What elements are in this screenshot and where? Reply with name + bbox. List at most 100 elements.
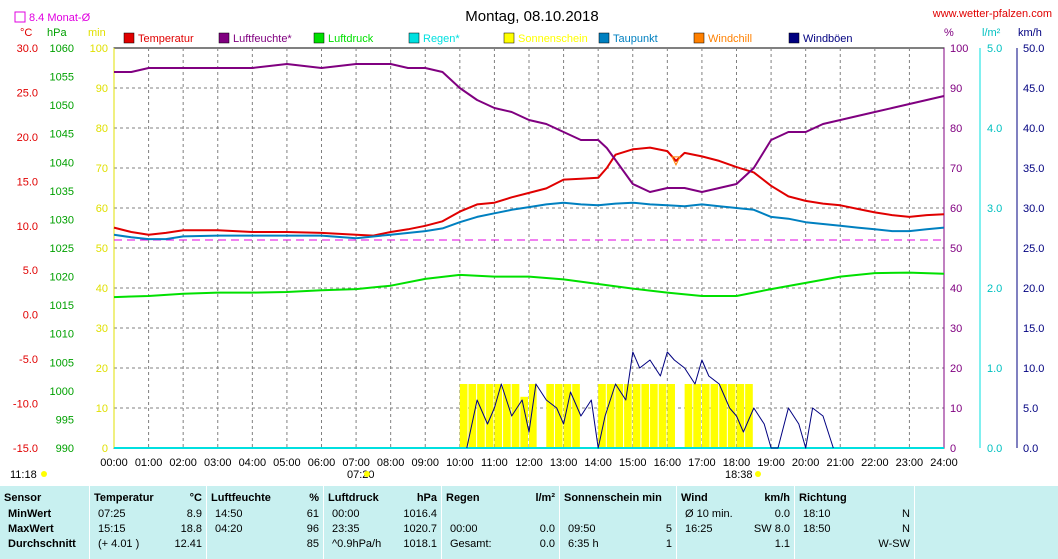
stats-column: Luftfeuchte% 14:50 61 04:20 96 85 xyxy=(207,486,324,559)
pressure-tick: 1050 xyxy=(50,100,74,112)
min-tick: 40 xyxy=(96,283,108,295)
min-tick: 0 xyxy=(102,443,108,455)
min-tick: 100 xyxy=(90,43,108,55)
sunshine-bar xyxy=(693,384,701,448)
stats-header-label: Sonnenschein min xyxy=(564,492,662,504)
stats-row: 85 xyxy=(211,538,319,552)
time-tick: 13:00 xyxy=(550,457,578,469)
time-tick: 01:00 xyxy=(135,457,163,469)
sunrise-label: 07:20 xyxy=(347,469,375,481)
chart-legend: Temperatur Luftfeuchte* Luftdruck Regen* Son… xyxy=(123,32,853,45)
time-tick: 11:00 xyxy=(481,457,508,469)
wind-tick: 0.0 xyxy=(1023,443,1038,455)
stats-row: 18:10 N xyxy=(799,508,910,522)
stats-column: Sonnenschein min 09:50 5 6:35 h 1 xyxy=(560,486,677,559)
stats-row: 18:50 N xyxy=(799,523,910,537)
stats-header-label: Richtung xyxy=(799,492,847,504)
time-tick: 10:00 xyxy=(446,457,474,469)
pressure-tick: 1010 xyxy=(50,329,74,341)
time-tick: 09:00 xyxy=(411,457,439,469)
time-tick: 16:00 xyxy=(654,457,682,469)
stats-row xyxy=(564,508,672,522)
chart-title: Montag, 08.10.2018 xyxy=(465,8,598,25)
stats-cell: 09:50 xyxy=(568,523,596,535)
stats-value: 0.0 xyxy=(539,538,555,550)
rain-tick: 4.0 xyxy=(987,123,1002,135)
chart-grid xyxy=(113,47,1018,449)
percent-tick: 80 xyxy=(950,123,962,135)
rain-tick: 3.0 xyxy=(987,203,1002,215)
sunshine-bar xyxy=(529,384,537,448)
sunshine-bar xyxy=(494,384,503,448)
stats-header: Regen l/m² xyxy=(446,492,555,506)
legend-label: Windchill xyxy=(708,33,752,45)
stats-column: Luftdruck hPa 00:00 1016.4 23:35 1020.7 ^0.9hP… xyxy=(324,486,442,559)
stats-value: N xyxy=(902,523,910,535)
legend-label: Luftdruck xyxy=(328,33,374,45)
stats-value: 61 xyxy=(306,508,319,520)
min-unit: min xyxy=(88,27,106,39)
stats-row: W-SW xyxy=(799,538,910,552)
stats-header-unit: hPa xyxy=(416,492,437,504)
stats-header: Temperatur °C xyxy=(94,492,202,506)
stats-value: SW 8.0 xyxy=(753,523,790,535)
pressure-tick: 995 xyxy=(56,414,74,426)
percent-tick: 90 xyxy=(950,83,962,95)
time-tick: 05:00 xyxy=(273,457,301,469)
sunshine-bar xyxy=(745,384,753,448)
series-line-temperatur xyxy=(113,146,945,237)
temp-tick: 10.0 xyxy=(17,221,38,233)
stats-cell: Gesamt: xyxy=(450,538,492,550)
sunshine-bar xyxy=(563,384,572,448)
stats-value: 85 xyxy=(306,538,319,550)
stats-value: 1 xyxy=(665,538,672,550)
stats-cell: 00:00 xyxy=(450,523,478,535)
stats-row: 1.1 xyxy=(681,538,790,552)
sunshine-bar xyxy=(572,384,580,448)
stats-column: Sensor MinWert MaxWert Durchschnitt xyxy=(0,486,90,559)
min-tick: 70 xyxy=(96,163,108,175)
series-line-windb-en xyxy=(466,351,834,449)
time-tick: 15:00 xyxy=(619,457,647,469)
stats-cell: Ø 10 min. xyxy=(685,508,733,520)
percent-tick: 0 xyxy=(950,443,956,455)
stats-row: 00:00 0.0 xyxy=(446,523,555,537)
series-line-luftfeuchte xyxy=(114,63,945,193)
sunshine-bar xyxy=(554,384,563,448)
stats-cell: MaxWert xyxy=(8,523,54,535)
stats-cell: 00:00 xyxy=(332,508,360,520)
time-tick: 03:00 xyxy=(204,457,232,469)
series-lines xyxy=(113,63,945,449)
stats-value: 0.0 xyxy=(539,523,555,535)
legend-swatch xyxy=(218,32,230,44)
stats-header-label: Sensor xyxy=(4,492,42,504)
sunshine-bar xyxy=(684,384,693,448)
stats-value: N xyxy=(902,508,910,520)
percent-tick: 100 xyxy=(950,43,968,55)
sunshine-bar xyxy=(503,384,511,448)
stats-header-unit: °C xyxy=(189,492,202,504)
stats-header: Luftfeuchte% xyxy=(211,492,319,506)
sunshine-bar xyxy=(624,384,632,448)
percent-tick: 20 xyxy=(950,363,962,375)
time-tick: 23:00 xyxy=(896,457,924,469)
stats-cell: 16:25 xyxy=(685,523,713,535)
sunshine-bar xyxy=(710,384,719,448)
stats-row: 6:35 h 1 xyxy=(564,538,672,552)
stats-header: Wind km/h xyxy=(681,492,790,506)
sunshine-bar xyxy=(520,396,528,448)
rain-unit: l/m² xyxy=(982,27,1001,39)
min-tick: 60 xyxy=(96,203,108,215)
wind-tick: 10.0 xyxy=(1023,363,1044,375)
sunshine-bar xyxy=(615,384,624,448)
stats-value: 1018.1 xyxy=(403,538,437,550)
legend-swatch xyxy=(313,32,325,44)
temp-tick: -10.0 xyxy=(13,399,38,411)
series-marker-windchill xyxy=(671,156,681,167)
stats-value: W-SW xyxy=(878,538,910,550)
site-link[interactable]: www.wetter-pfalzen.com xyxy=(932,8,1052,20)
time-tick: 06:00 xyxy=(308,457,336,469)
stats-row: 16:25 SW 8.0 xyxy=(681,523,790,537)
stats-header-label: Temperatur xyxy=(94,492,154,504)
pressure-tick: 990 xyxy=(56,443,74,455)
